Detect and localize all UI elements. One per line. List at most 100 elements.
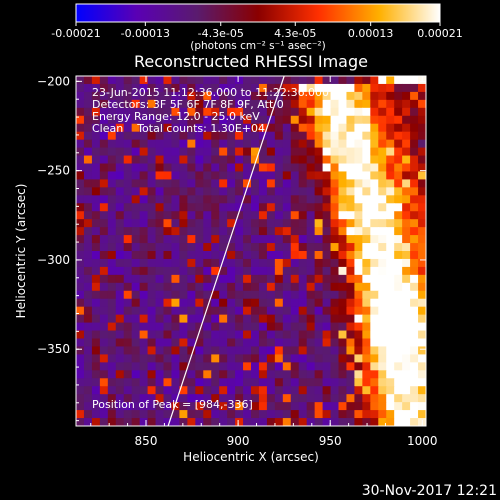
heatmap-cell [274, 147, 284, 157]
heatmap-cell [266, 306, 276, 316]
heatmap-cell [322, 91, 332, 101]
heatmap-cell [163, 211, 173, 220]
heatmap-cell [386, 76, 395, 85]
heatmap-cell [235, 322, 244, 332]
heatmap-cell [99, 322, 109, 332]
heatmap-cell [76, 362, 85, 371]
heatmap-cell [139, 370, 149, 379]
heatmap-cell [147, 115, 157, 125]
heatmap-cell [290, 370, 300, 379]
heatmap-cell [282, 378, 292, 387]
heatmap-cell [171, 163, 180, 173]
heatmap-cell [282, 227, 292, 236]
heatmap-cell [362, 290, 371, 300]
heatmap-cell [314, 155, 324, 165]
heatmap-cell [123, 219, 133, 228]
heatmap-cell [338, 386, 348, 395]
heatmap-cell [227, 107, 236, 117]
heatmap-cell [386, 83, 395, 93]
heatmap-cell [235, 243, 244, 252]
heatmap-cell [354, 258, 363, 268]
heatmap-cell [362, 362, 371, 371]
heatmap-cell [378, 306, 387, 316]
heatmap-cell [378, 314, 387, 324]
heatmap-cell [99, 282, 109, 292]
heatmap-cell [227, 258, 236, 268]
heatmap-cell [195, 298, 204, 308]
heatmap-cell [211, 394, 220, 403]
heatmap-cell [115, 274, 125, 284]
heatmap-cell [298, 147, 308, 157]
heatmap-cell [306, 410, 316, 419]
heatmap-cell [330, 187, 340, 196]
heatmap-cell [386, 386, 395, 395]
heatmap-cell [235, 99, 244, 109]
heatmap-cell [370, 418, 379, 426]
heatmap-cell [195, 219, 204, 228]
heatmap-cell [362, 354, 371, 363]
heatmap-cell [274, 266, 284, 276]
heatmap-cell [266, 418, 276, 426]
heatmap-cell [195, 155, 204, 165]
heatmap-cell [354, 338, 363, 348]
heatmap-cell [115, 330, 125, 340]
heatmap-cell [243, 402, 252, 411]
heatmap-cell [306, 139, 316, 149]
heatmap-cell [274, 91, 284, 101]
heatmap-cell [266, 227, 276, 236]
heatmap-cell [107, 235, 117, 244]
heatmap-cell [147, 378, 157, 387]
heatmap-cell [123, 187, 133, 196]
heatmap-cell [418, 370, 426, 379]
x-tick-label: 900 [227, 434, 250, 448]
heatmap-cell [251, 338, 260, 348]
heatmap-cell [338, 147, 348, 157]
heatmap-cell [163, 179, 173, 188]
heatmap-cell [171, 227, 180, 236]
heatmap-cell [139, 227, 149, 236]
heatmap-cell [378, 243, 387, 252]
heatmap-cell [243, 314, 252, 324]
heatmap-cell [195, 402, 204, 411]
heatmap-cell [362, 115, 371, 125]
heatmap-cell [203, 354, 212, 363]
heatmap-cell [107, 115, 117, 125]
chart-title: Reconstructed RHESSI Image [134, 52, 368, 71]
heatmap-cell [386, 410, 395, 419]
heatmap-cell [139, 195, 149, 204]
heatmap-cell [314, 139, 324, 149]
heatmap-cell [410, 99, 419, 109]
heatmap-cell [386, 179, 395, 188]
heatmap-cell [171, 99, 180, 109]
heatmap-cell [76, 76, 85, 85]
heatmap-cell [163, 171, 173, 180]
heatmap-cell [211, 123, 220, 133]
heatmap-cell [290, 258, 300, 268]
heatmap-cell [76, 211, 85, 220]
heatmap-cell [251, 123, 260, 133]
heatmap-cell [163, 338, 173, 348]
heatmap-cell [227, 378, 236, 387]
heatmap-cell [362, 195, 371, 204]
heatmap-cell [211, 76, 220, 85]
heatmap-cell [163, 219, 173, 228]
heatmap-cell [76, 346, 85, 355]
heatmap-cell [330, 338, 340, 348]
heatmap-cell [187, 83, 196, 93]
heatmap-cell [251, 227, 260, 236]
heatmap-cell [76, 418, 85, 426]
heatmap-cell [370, 179, 379, 188]
heatmap-cell [115, 203, 125, 212]
heatmap-cell [274, 394, 284, 403]
heatmap-cell [123, 410, 133, 419]
heatmap-cell [362, 99, 371, 109]
heatmap-cell [115, 83, 125, 93]
heatmap-cell [195, 362, 204, 371]
heatmap-cell [362, 163, 371, 173]
heatmap-cell [227, 195, 236, 204]
heatmap-cell [195, 243, 204, 252]
heatmap-cell [155, 322, 165, 332]
heatmap-cell [370, 386, 379, 395]
heatmap-cell [298, 91, 308, 101]
heatmap-cell [338, 338, 348, 348]
